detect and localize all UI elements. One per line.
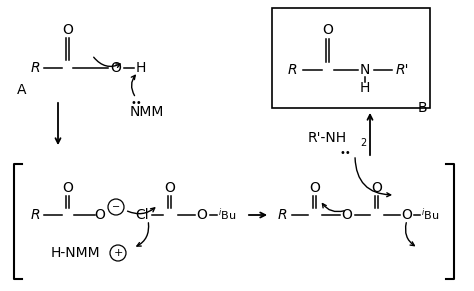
Text: O: O [197, 208, 208, 222]
Text: R: R [30, 61, 40, 75]
Text: O: O [94, 208, 105, 222]
Text: H-NMM: H-NMM [50, 246, 100, 260]
Bar [272, 8, 430, 108]
Text: O: O [310, 181, 320, 195]
Text: 2: 2 [360, 138, 366, 148]
Text: O: O [401, 208, 412, 222]
Text: H: H [136, 61, 146, 75]
Text: O: O [342, 208, 353, 222]
Text: R: R [30, 208, 40, 222]
Text: O: O [323, 23, 333, 37]
Text: O: O [63, 23, 73, 37]
Text: $^{i}$Bu: $^{i}$Bu [218, 207, 237, 223]
Text: $^{i}$Bu: $^{i}$Bu [421, 207, 439, 223]
Text: R: R [287, 63, 297, 77]
Text: −: − [112, 202, 120, 212]
Text: N: N [360, 63, 370, 77]
Text: ••: •• [339, 148, 351, 158]
Text: B: B [417, 101, 427, 115]
Text: R'-NH: R'-NH [308, 131, 347, 145]
Text: NMM: NMM [130, 105, 164, 119]
Text: O: O [164, 181, 175, 195]
Text: +: + [113, 248, 123, 258]
Text: O: O [110, 61, 121, 75]
Text: R': R' [395, 63, 409, 77]
Text: H: H [360, 81, 370, 95]
Text: O: O [372, 181, 383, 195]
Text: A: A [17, 83, 27, 97]
Text: R: R [277, 208, 287, 222]
Text: Cl: Cl [135, 208, 149, 222]
Text: ••: •• [130, 98, 142, 108]
Text: O: O [63, 181, 73, 195]
